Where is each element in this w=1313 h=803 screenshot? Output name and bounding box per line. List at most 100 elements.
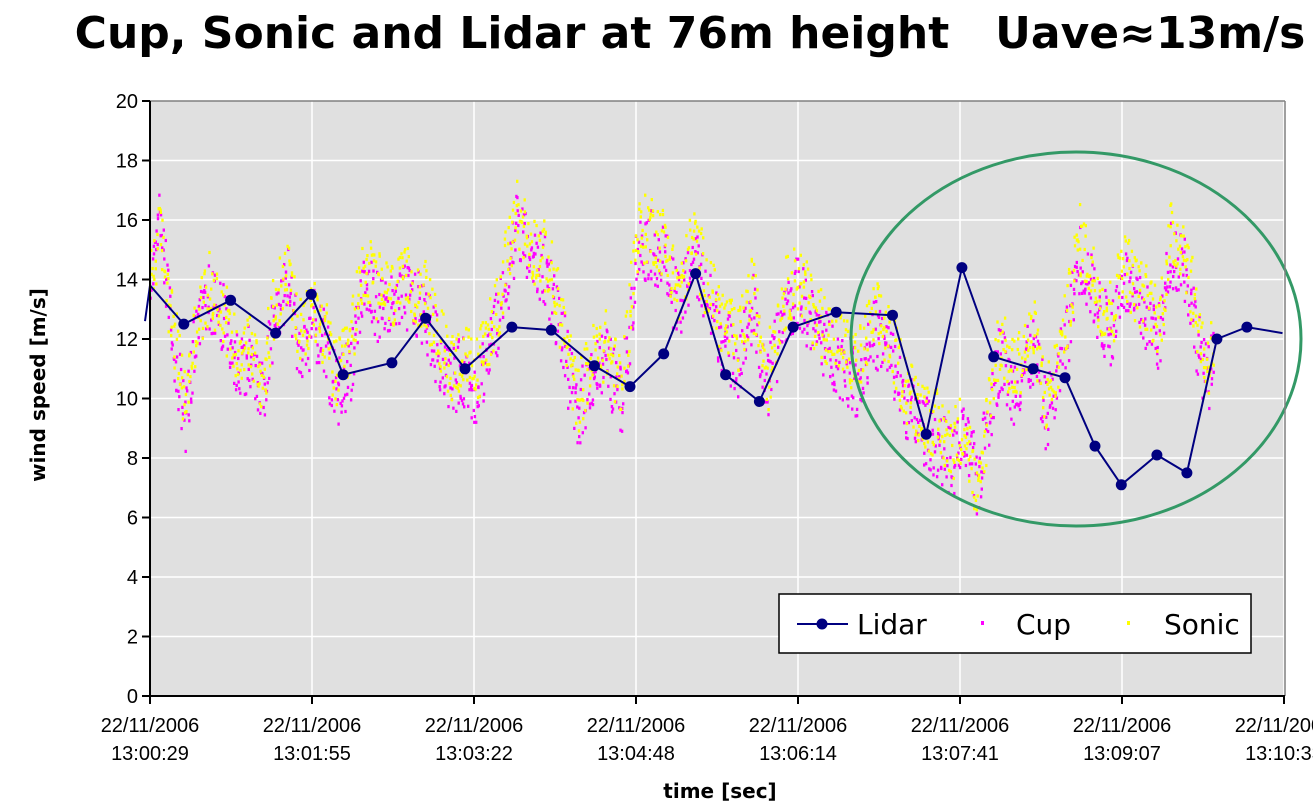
sonic-point <box>1056 361 1059 365</box>
sonic-point <box>817 289 820 293</box>
sonic-point <box>560 298 563 302</box>
cup-point <box>204 304 207 308</box>
sonic-point <box>802 280 806 284</box>
cup-point <box>480 382 483 386</box>
cup-point <box>868 344 872 348</box>
cup-point <box>449 386 452 390</box>
cup-point <box>773 336 776 340</box>
cup-point <box>644 278 647 282</box>
sonic-point <box>1007 390 1010 394</box>
cup-point <box>198 298 201 302</box>
cup-point <box>190 400 193 404</box>
cup-point <box>907 383 911 387</box>
sonic-point <box>793 259 797 263</box>
cup-point <box>738 373 741 377</box>
cup-point <box>1033 344 1037 348</box>
cup-point <box>909 411 912 415</box>
sonic-point <box>473 374 476 378</box>
cup-point <box>324 344 328 348</box>
sonic-point <box>885 329 888 333</box>
sonic-point <box>837 364 840 368</box>
cup-point <box>962 407 965 411</box>
sonic-point <box>895 386 898 390</box>
sonic-point <box>887 344 890 348</box>
sonic-point <box>199 285 202 289</box>
cup-point <box>619 428 622 432</box>
sonic-point <box>1114 314 1118 318</box>
sonic-point <box>948 468 951 472</box>
cup-point <box>854 363 857 367</box>
cup-point <box>591 403 595 407</box>
sonic-point <box>558 304 561 308</box>
sonic-point <box>807 301 810 305</box>
cup-point <box>787 280 790 284</box>
sonic-point <box>1022 334 1025 339</box>
sonic-point <box>678 317 681 321</box>
cup-point <box>864 357 867 361</box>
cup-point <box>392 311 396 316</box>
cup-point <box>212 305 215 309</box>
sonic-point <box>343 326 347 330</box>
sonic-point <box>638 207 641 211</box>
sonic-point <box>416 268 420 272</box>
cup-point <box>727 353 731 357</box>
cup-point <box>1109 363 1112 367</box>
sonic-point <box>323 318 327 322</box>
cup-point <box>1199 345 1202 349</box>
sonic-point <box>1106 316 1109 320</box>
sonic-point <box>170 290 174 294</box>
cup-point <box>1046 411 1049 415</box>
sonic-point <box>1150 280 1153 284</box>
cup-point <box>970 431 973 435</box>
sonic-point <box>420 324 423 328</box>
sonic-point <box>313 282 316 286</box>
cup-point <box>910 395 913 399</box>
sonic-point <box>793 247 796 251</box>
cup-point <box>823 355 826 359</box>
sonic-point <box>1087 286 1090 290</box>
sonic-point <box>855 358 858 362</box>
sonic-point <box>732 352 735 356</box>
cup-point <box>931 428 934 432</box>
cup-point <box>516 196 519 200</box>
sonic-point <box>767 408 770 412</box>
cup-point <box>425 292 428 296</box>
cup-point <box>459 396 462 400</box>
cup-point <box>1183 250 1186 254</box>
y-tick-label: 18 <box>116 151 138 173</box>
sonic-point <box>632 249 635 253</box>
sonic-point <box>323 315 327 319</box>
cup-point <box>1161 294 1164 298</box>
cup-point <box>1202 338 1206 342</box>
cup-point <box>391 289 394 293</box>
sonic-point <box>983 470 986 474</box>
cup-point <box>233 340 237 344</box>
cup-point <box>468 381 472 385</box>
sonic-point <box>650 198 653 202</box>
sonic-point <box>518 247 521 251</box>
cup-point <box>337 383 341 387</box>
sonic-point <box>1016 347 1019 352</box>
sonic-point <box>758 314 761 318</box>
sonic-point <box>655 230 658 234</box>
sonic-point <box>713 268 716 272</box>
sonic-point <box>1064 335 1067 339</box>
cup-point <box>708 306 712 311</box>
cup-point <box>650 209 653 213</box>
sonic-point <box>335 339 338 343</box>
cup-point <box>674 266 677 270</box>
sonic-point <box>456 386 459 390</box>
sonic-point <box>733 333 736 338</box>
sonic-point <box>768 385 771 389</box>
sonic-point <box>967 458 970 462</box>
sonic-point <box>1065 309 1069 313</box>
cup-point <box>889 345 893 349</box>
sonic-point <box>375 317 378 321</box>
cup-point <box>906 399 909 403</box>
cup-point <box>612 347 616 351</box>
cup-point <box>279 303 282 307</box>
sonic-point <box>255 339 258 343</box>
cup-point <box>249 355 253 359</box>
cup-point <box>924 462 928 466</box>
cup-point <box>184 400 187 404</box>
